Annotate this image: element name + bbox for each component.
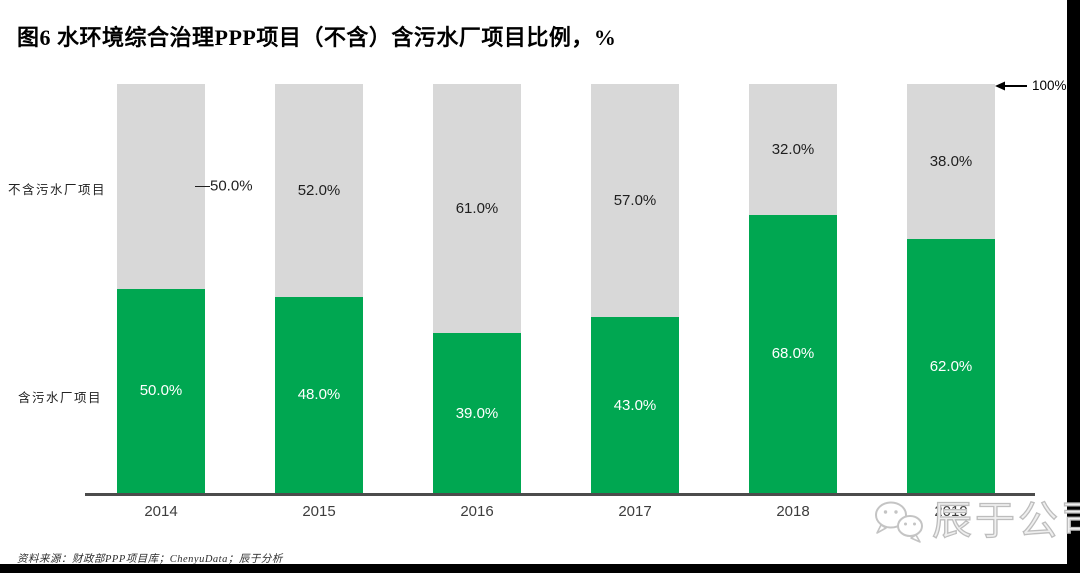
segment-no-plant-2016: 61.0%: [433, 84, 521, 334]
plot-area: —50.0% 50.0% 2014 52.0% 48.0% 2015 61.0% 39.0% 2…: [85, 84, 1035, 520]
x-tick-2019: 2019: [934, 503, 968, 520]
black-edge-right: [1067, 0, 1080, 573]
bar-2015: 52.0% 48.0% 2015: [275, 84, 363, 520]
value-label-no-plant-2014: —50.0%: [195, 177, 253, 195]
bar-2014: —50.0% 50.0% 2014: [117, 84, 253, 520]
segment-with-plant-2016: 39.0%: [433, 333, 521, 493]
segment-no-plant-2019: 38.0%: [907, 84, 995, 240]
bar-2016: 61.0% 39.0% 2016: [433, 84, 521, 520]
segment-with-plant-2019: 62.0%: [907, 239, 995, 493]
axis-max-label: 100%: [1032, 78, 1067, 93]
segment-no-plant-2014: —50.0%: [117, 84, 253, 289]
black-edge-bottom: [0, 564, 1080, 573]
left-arrow-icon: [995, 81, 1027, 90]
value-label-with-plant-2018: 68.0%: [771, 345, 815, 363]
x-tick-2018: 2018: [776, 503, 810, 520]
series-label-no-sewage-plant: 不含污水厂项目: [8, 183, 107, 197]
value-label-no-plant-2016: 61.0%: [455, 200, 499, 218]
value-label-with-plant-2016: 39.0%: [455, 404, 499, 422]
value-label-no-plant-2015: 52.0%: [297, 181, 341, 199]
series-label-with-sewage-plant: 含污水厂项目: [17, 391, 102, 405]
value-label-with-plant-2015: 48.0%: [297, 386, 341, 404]
bar-2019: 38.0% 62.0% 2019: [907, 84, 995, 520]
segment-no-plant-2015: 52.0%: [275, 84, 363, 297]
x-tick-2014: 2014: [144, 503, 178, 520]
segment-with-plant-2017: 43.0%: [591, 317, 679, 493]
source-note: 资料来源：财政部PPP项目库；ChenyuData；辰于分析: [17, 554, 283, 565]
page-title: 图6 水环境综合治理PPP项目（不含）含污水厂项目比例，%: [17, 25, 617, 50]
segment-no-plant-2017: 57.0%: [591, 84, 679, 318]
axis-max-annotation: 100%: [995, 78, 1067, 93]
value-label-no-plant-2017: 57.0%: [613, 192, 657, 210]
x-tick-2017: 2017: [618, 503, 652, 520]
x-tick-2016: 2016: [460, 503, 494, 520]
segment-with-plant-2018: 68.0%: [749, 214, 837, 493]
segment-with-plant-2015: 48.0%: [275, 296, 363, 493]
bar-2017: 57.0% 43.0% 2017: [591, 84, 679, 520]
value-label-no-plant-2018: 32.0%: [771, 140, 815, 158]
x-axis-line: [85, 493, 1035, 496]
value-label-no-plant-2019: 38.0%: [929, 153, 973, 171]
value-label-with-plant-2017: 43.0%: [613, 396, 657, 414]
value-label-with-plant-2019: 62.0%: [929, 357, 973, 375]
value-label-with-plant-2014: 50.0%: [139, 382, 183, 400]
segment-no-plant-2018: 32.0%: [749, 84, 837, 215]
bar-2018: 32.0% 68.0% 2018: [749, 84, 837, 520]
segment-with-plant-2014: 50.0%: [117, 288, 205, 493]
x-tick-2015: 2015: [302, 503, 336, 520]
